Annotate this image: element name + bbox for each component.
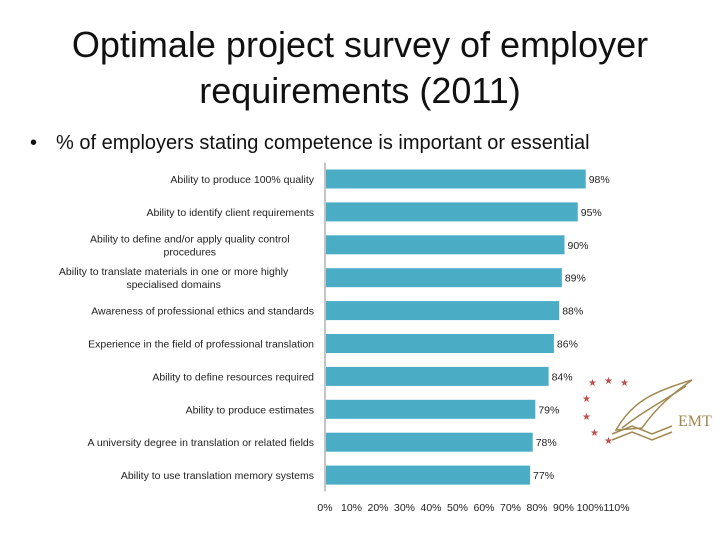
x-tick-label: 100%: [577, 502, 604, 514]
x-tick-label: 60%: [473, 502, 494, 514]
x-tick-label: 40%: [420, 502, 441, 514]
x-tick-label: 30%: [394, 502, 415, 514]
category-label: Ability to produce estimates: [186, 404, 314, 416]
emt-logo: ★ ★ ★ ★ ★ ★ ★ EMT: [582, 376, 712, 447]
category-label: Ability to use translation memory system…: [121, 470, 314, 482]
x-tick-label: 20%: [367, 502, 388, 514]
x-tick-label: 0%: [317, 502, 332, 514]
data-label: 77%: [533, 470, 554, 482]
svg-text:★: ★: [620, 378, 629, 389]
svg-text:★: ★: [604, 436, 613, 447]
category-label: Ability to define and/or apply quality c…: [90, 233, 290, 258]
bar: [326, 169, 586, 189]
data-label: 88%: [562, 306, 583, 318]
quill-book-icon: [611, 379, 693, 441]
x-tick-label: 110%: [603, 502, 629, 514]
slide-title: Optimale project survey of employer requ…: [20, 22, 700, 114]
bar: [326, 301, 560, 321]
category-label: Ability to translate materials in one or…: [59, 266, 289, 291]
category-label: Ability to define resources required: [152, 371, 314, 383]
data-label: 89%: [565, 273, 586, 285]
category-label: Ability to identify client requirements: [147, 207, 315, 219]
data-label: 78%: [536, 437, 557, 449]
svg-text:★: ★: [588, 378, 597, 389]
bar: [326, 202, 578, 222]
category-label: A university degree in translation or re…: [88, 437, 314, 449]
slide-title-line-1: Optimale project survey of employer: [71, 24, 649, 65]
data-label: 84%: [552, 371, 573, 383]
data-label: 95%: [581, 207, 602, 219]
data-label: 98%: [589, 174, 610, 186]
svg-text:★: ★: [604, 376, 613, 387]
slide-title-line-2: requirements (2011): [199, 70, 521, 111]
category-label: Ability to produce 100% quality: [170, 174, 314, 186]
x-tick-label: 90%: [553, 502, 574, 514]
svg-text:★: ★: [582, 394, 591, 405]
data-label: 90%: [568, 240, 589, 252]
x-tick-label: 50%: [447, 502, 468, 514]
bar: [326, 268, 562, 288]
bar: [326, 334, 554, 353]
category-label: Awareness of professional ethics and sta…: [91, 306, 314, 318]
bar: [326, 366, 549, 386]
data-label: 79%: [538, 404, 559, 416]
bar: [326, 465, 531, 485]
bullet-dot-icon: •: [30, 132, 38, 154]
x-tick-label: 80%: [526, 502, 547, 514]
svg-text:★: ★: [582, 412, 591, 423]
x-tick-label: 70%: [500, 502, 521, 514]
bar: [326, 432, 533, 452]
data-label: 86%: [557, 339, 578, 351]
logo-text: EMT: [678, 413, 712, 430]
x-tick-label: 10%: [341, 502, 362, 514]
svg-text:★: ★: [590, 428, 599, 439]
bar: [326, 235, 565, 255]
star-ring-icon: ★ ★ ★ ★ ★ ★ ★: [582, 376, 629, 447]
bar: [326, 399, 536, 419]
bullet-point: • % of employers stating competence is im…: [30, 130, 710, 156]
bullet-text: % of employers stating competence is imp…: [56, 132, 590, 154]
category-label: Experience in the field of professional …: [88, 339, 314, 351]
